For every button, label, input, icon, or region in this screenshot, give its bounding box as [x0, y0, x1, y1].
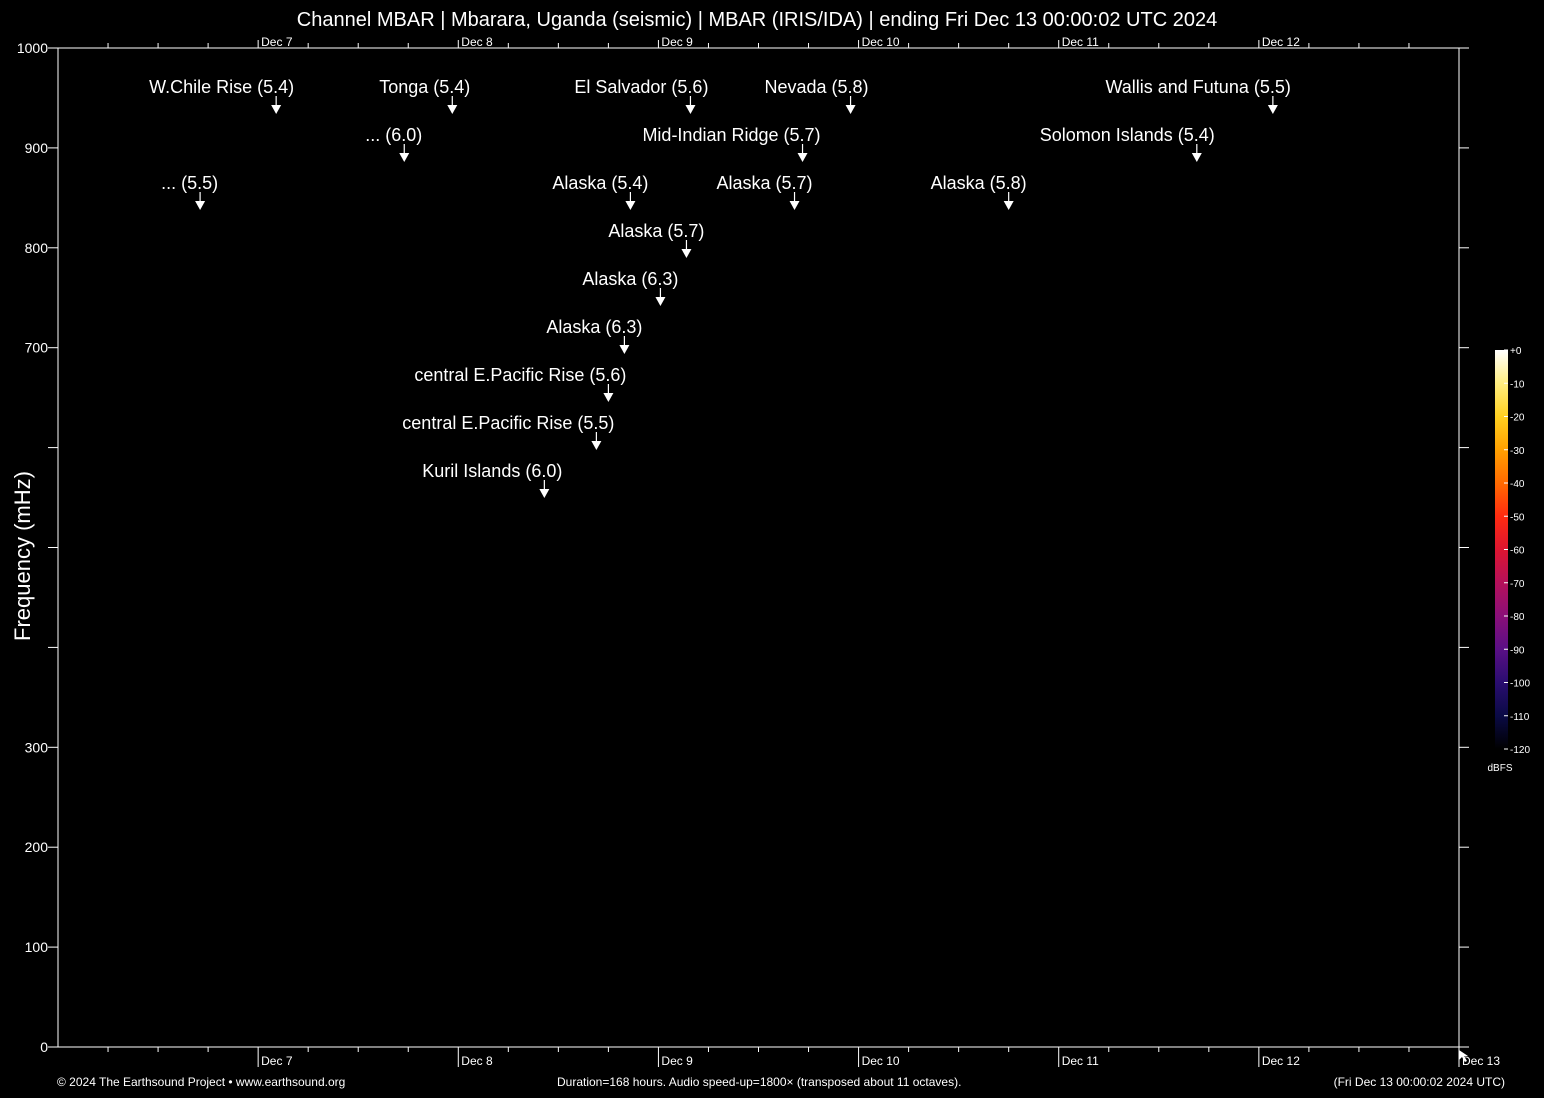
y-tick-label: 1000	[17, 40, 48, 56]
event-marker: El Salvador (5.6)	[574, 77, 708, 114]
event-label: Alaska (6.3)	[582, 269, 678, 289]
event-marker: Alaska (6.3)	[582, 269, 678, 306]
y-tick-label: 700	[25, 340, 49, 356]
event-label: Tonga (5.4)	[379, 77, 470, 97]
event-marker: Mid-Indian Ridge (5.7)	[642, 125, 821, 162]
colorbar-tick-label: -20	[1510, 413, 1525, 424]
event-label: El Salvador (5.6)	[574, 77, 708, 97]
y-tick-label: 300	[25, 739, 49, 755]
event-marker: Tonga (5.4)	[379, 77, 470, 114]
event-label: Wallis and Futuna (5.5)	[1105, 77, 1290, 97]
event-marker: Nevada (5.8)	[765, 77, 869, 114]
event-label: central E.Pacific Rise (5.5)	[402, 413, 614, 433]
y-tick-label: 0	[40, 1039, 48, 1055]
colorbar-tick-label: -70	[1510, 579, 1525, 590]
x-tick-label: Dec 9	[661, 1054, 693, 1068]
event-label: Alaska (5.4)	[552, 173, 648, 193]
colorbar-tick-label: -90	[1510, 645, 1525, 656]
x-top-tick-label: Dec 7	[261, 35, 293, 49]
colorbar-tick-label: -100	[1510, 679, 1530, 690]
chart-title: Channel MBAR | Mbarara, Uganda (seismic)…	[296, 9, 1218, 31]
event-marker: Alaska (6.3)	[546, 317, 642, 354]
event-marker: Alaska (5.8)	[931, 173, 1027, 210]
event-arrow-head	[539, 489, 550, 498]
event-marker: Kuril Islands (6.0)	[422, 461, 562, 498]
footer-end-time: (Fri Dec 13 00:00:02 2024 UTC)	[1333, 1075, 1505, 1089]
event-arrow-head	[1267, 105, 1278, 114]
colorbar-tick-label: -110	[1510, 712, 1530, 723]
event-marker: Alaska (5.7)	[608, 221, 704, 258]
event-label: ... (5.5)	[161, 173, 218, 193]
event-arrow-head	[625, 201, 636, 210]
event-marker: W.Chile Rise (5.4)	[149, 77, 294, 114]
footer-copyright: © 2024 The Earthsound Project • www.eart…	[57, 1075, 346, 1089]
x-tick-label: Dec 12	[1262, 1054, 1300, 1068]
colorbar-tick-label: -60	[1510, 546, 1525, 557]
event-marker: central E.Pacific Rise (5.6)	[414, 365, 626, 402]
colorbar-tick-label: -40	[1510, 479, 1525, 490]
x-tick-label: Dec 10	[862, 1054, 900, 1068]
event-label: Alaska (5.7)	[608, 221, 704, 241]
colorbar-tick-label: +0	[1510, 346, 1522, 357]
event-marker: ... (5.5)	[161, 173, 218, 210]
event-arrow-head	[195, 201, 206, 210]
x-top-tick-label: Dec 11	[1062, 35, 1099, 49]
event-label: Alaska (5.8)	[931, 173, 1027, 193]
event-marker: Alaska (5.4)	[552, 173, 648, 210]
event-label: ... (6.0)	[365, 125, 422, 145]
x-tick-label: Dec 8	[461, 1054, 493, 1068]
event-arrow-head	[1191, 153, 1202, 162]
x-top-tick-label: Dec 9	[661, 35, 693, 49]
event-arrow-head	[447, 105, 458, 114]
event-arrow-head	[271, 105, 282, 114]
colorbar-tick-label: -30	[1510, 446, 1525, 457]
y-tick-label: 100	[25, 939, 49, 955]
x-tick-label: Dec 11	[1062, 1054, 1099, 1068]
x-top-tick-label: Dec 12	[1262, 35, 1300, 49]
event-arrow-head	[797, 153, 808, 162]
colorbar-tick-label: -120	[1510, 745, 1530, 756]
event-arrow-head	[655, 297, 666, 306]
footer-duration: Duration=168 hours. Audio speed-up=1800×…	[557, 1075, 962, 1089]
colorbar-tick-label: -50	[1510, 512, 1525, 523]
event-marker: central E.Pacific Rise (5.5)	[402, 413, 614, 450]
event-arrow-head	[591, 441, 602, 450]
x-top-tick-label: Dec 8	[461, 35, 493, 49]
event-marker: Solomon Islands (5.4)	[1040, 125, 1215, 162]
event-label: Alaska (6.3)	[546, 317, 642, 337]
event-marker: Alaska (5.7)	[716, 173, 813, 210]
event-label: Alaska (5.7)	[716, 173, 812, 193]
y-tick-label: 800	[25, 240, 49, 256]
event-arrow-head	[845, 105, 856, 114]
event-marker: Wallis and Futuna (5.5)	[1105, 77, 1291, 114]
event-arrow-head	[685, 105, 696, 114]
colorbar-unit: dBFS	[1487, 763, 1512, 774]
event-arrow-head	[603, 393, 614, 402]
y-tick-label: 900	[25, 140, 49, 156]
event-label: central E.Pacific Rise (5.6)	[414, 365, 626, 385]
event-label: W.Chile Rise (5.4)	[149, 77, 294, 97]
colorbar-tick-label: -10	[1510, 379, 1525, 390]
x-tick-label: Dec 7	[261, 1054, 293, 1068]
event-arrow-head	[681, 249, 692, 258]
event-arrow-head	[619, 345, 630, 354]
colorbar-tick-label: -80	[1510, 612, 1525, 623]
x-tick-label: Dec 13	[1462, 1054, 1500, 1068]
event-arrow-head	[399, 153, 410, 162]
x-top-tick-label: Dec 10	[862, 35, 900, 49]
mouse-cursor-icon	[1459, 1050, 1468, 1062]
plot-area	[57, 47, 1460, 1048]
event-label: Kuril Islands (6.0)	[422, 461, 562, 481]
event-label: Mid-Indian Ridge (5.7)	[642, 125, 820, 145]
y-tick-label: 200	[25, 839, 49, 855]
event-arrow-head	[1003, 201, 1014, 210]
event-arrow-head	[789, 201, 800, 210]
event-label: Nevada (5.8)	[765, 77, 869, 97]
event-marker: ... (6.0)	[365, 125, 422, 162]
event-label: Solomon Islands (5.4)	[1040, 125, 1215, 145]
